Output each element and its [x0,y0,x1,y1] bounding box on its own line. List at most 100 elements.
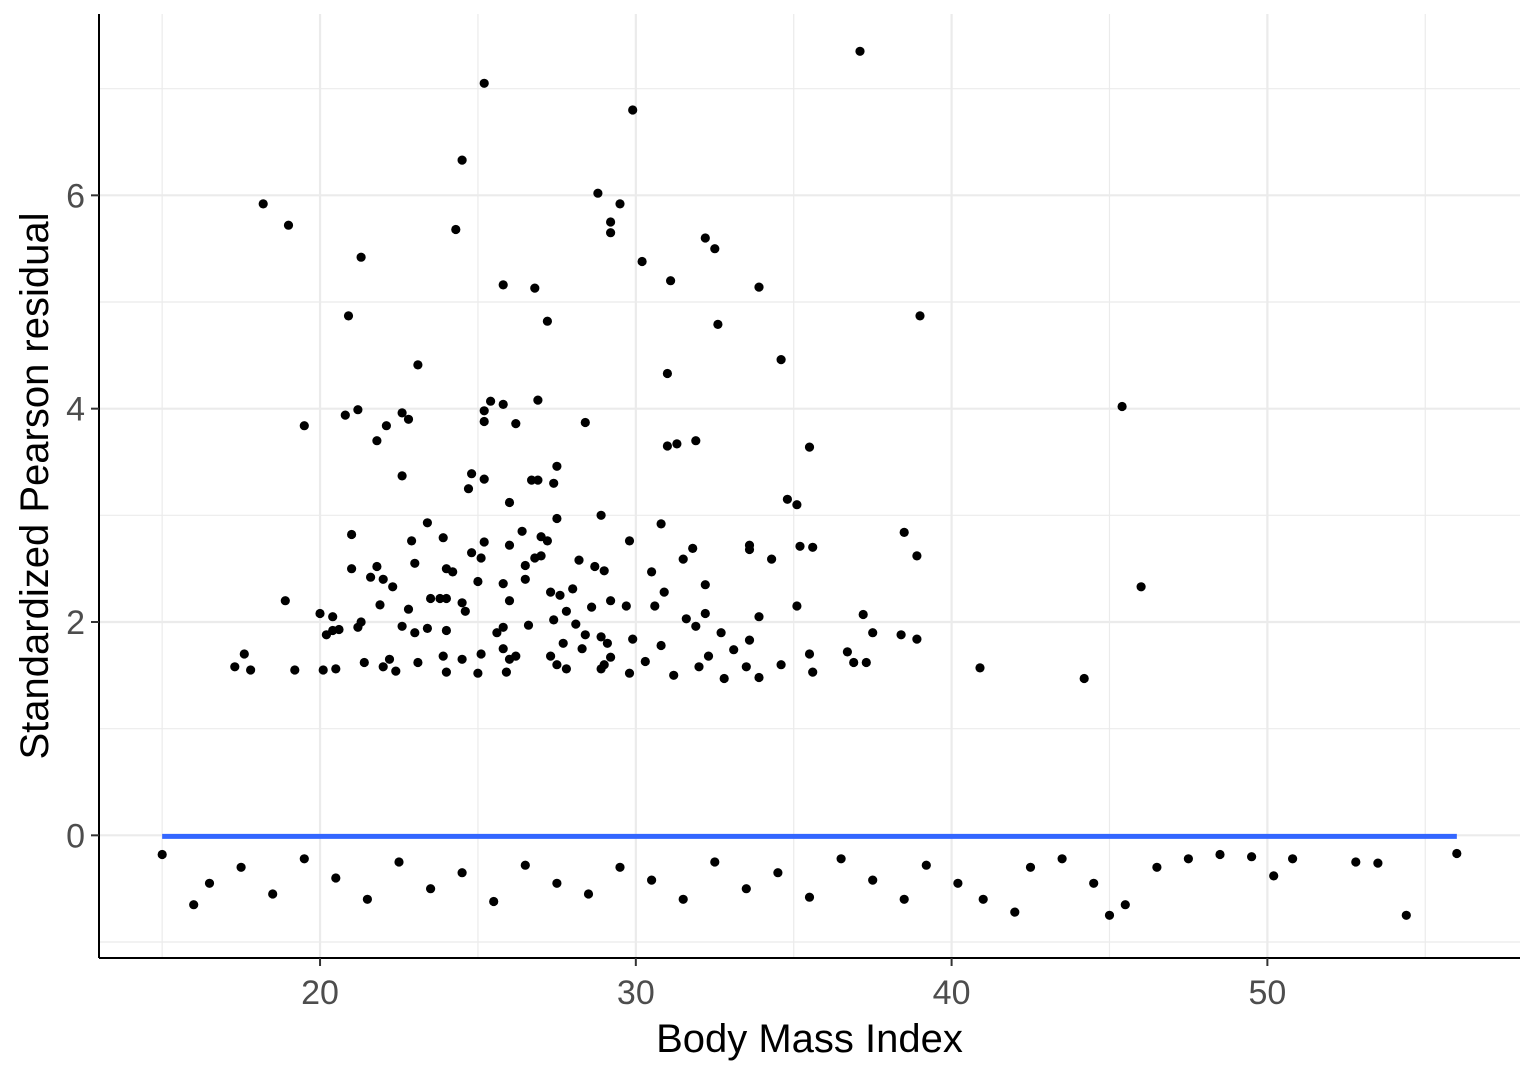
data-point [236,862,246,872]
data-point [681,614,691,624]
data-point [713,319,723,329]
data-point [773,868,783,878]
data-point [520,560,530,571]
data-point [729,645,739,655]
data-point [555,590,565,600]
data-point [486,396,496,406]
data-point [1373,858,1383,868]
data-point [492,628,502,638]
data-point [457,155,467,165]
data-point [394,857,404,867]
data-point [438,651,448,661]
data-point [678,554,688,564]
data-point [662,368,673,379]
data-point [378,574,388,584]
data-point [410,628,420,638]
data-point [530,553,540,563]
data-point [744,635,755,645]
y-tick-label: 4 [66,391,85,429]
data-point [587,602,597,612]
data-point [1079,673,1089,684]
data-point [422,518,432,528]
data-point [460,606,470,616]
data-point [331,664,341,674]
data-point [328,625,338,636]
data-point [678,894,688,904]
data-point [628,105,638,115]
data-point [577,644,587,654]
data-point [858,609,868,620]
data-point [533,475,543,485]
data-point [571,619,581,629]
data-point [384,654,395,664]
data-point [1117,401,1127,412]
data-point [359,657,369,668]
data-point [896,630,906,640]
data-point [552,461,562,471]
data-point [710,857,720,867]
data-point [457,598,467,608]
data-point [504,596,515,606]
data-point [498,399,508,409]
data-point [520,574,530,584]
data-point [530,283,540,293]
data-point [479,474,489,484]
data-point [804,892,815,902]
data-point [899,894,909,904]
data-point [624,536,635,546]
data-point [688,543,698,554]
data-point [767,554,777,564]
data-point [568,584,578,594]
data-points [157,46,1462,920]
data-point [457,868,467,878]
data-point [347,529,357,540]
data-point [283,220,294,230]
data-point [754,282,764,292]
data-point [606,217,616,227]
data-point [498,579,508,589]
data-point [372,436,382,446]
data-point [375,600,385,610]
data-point [792,500,802,510]
data-point [504,497,515,508]
data-point [542,316,553,326]
data-point [804,442,815,452]
data-point [915,311,925,321]
data-point [1183,854,1193,864]
tick-labels: 20 30 40 50 0 2 4 6 [66,177,1286,1012]
data-point [498,644,508,654]
data-point [978,894,988,904]
data-point [343,311,354,321]
data-point [441,667,451,677]
data-point [710,244,720,254]
data-point [700,233,710,243]
data-point [912,551,922,561]
data-point [356,252,366,262]
data-point [899,527,909,538]
data-point [1136,582,1146,592]
data-point [378,662,388,672]
data-point [792,601,802,611]
data-point [504,540,515,550]
x-tick-label: 50 [1248,974,1286,1012]
data-point [640,656,650,667]
axes [98,14,1520,959]
data-point [353,405,363,415]
data-point [615,199,625,209]
data-point [498,280,508,290]
data-point [624,668,635,678]
data-point [1120,900,1130,910]
data-point [795,541,805,551]
grid-minor [99,14,1520,958]
data-point [808,667,818,677]
data-point [397,408,407,418]
data-point [804,649,815,659]
data-point [703,651,714,661]
data-point [596,510,606,520]
y-tick-label: 6 [66,177,85,215]
data-point [489,896,499,907]
data-point [744,540,755,550]
data-point [574,555,584,565]
data-point [523,620,534,630]
